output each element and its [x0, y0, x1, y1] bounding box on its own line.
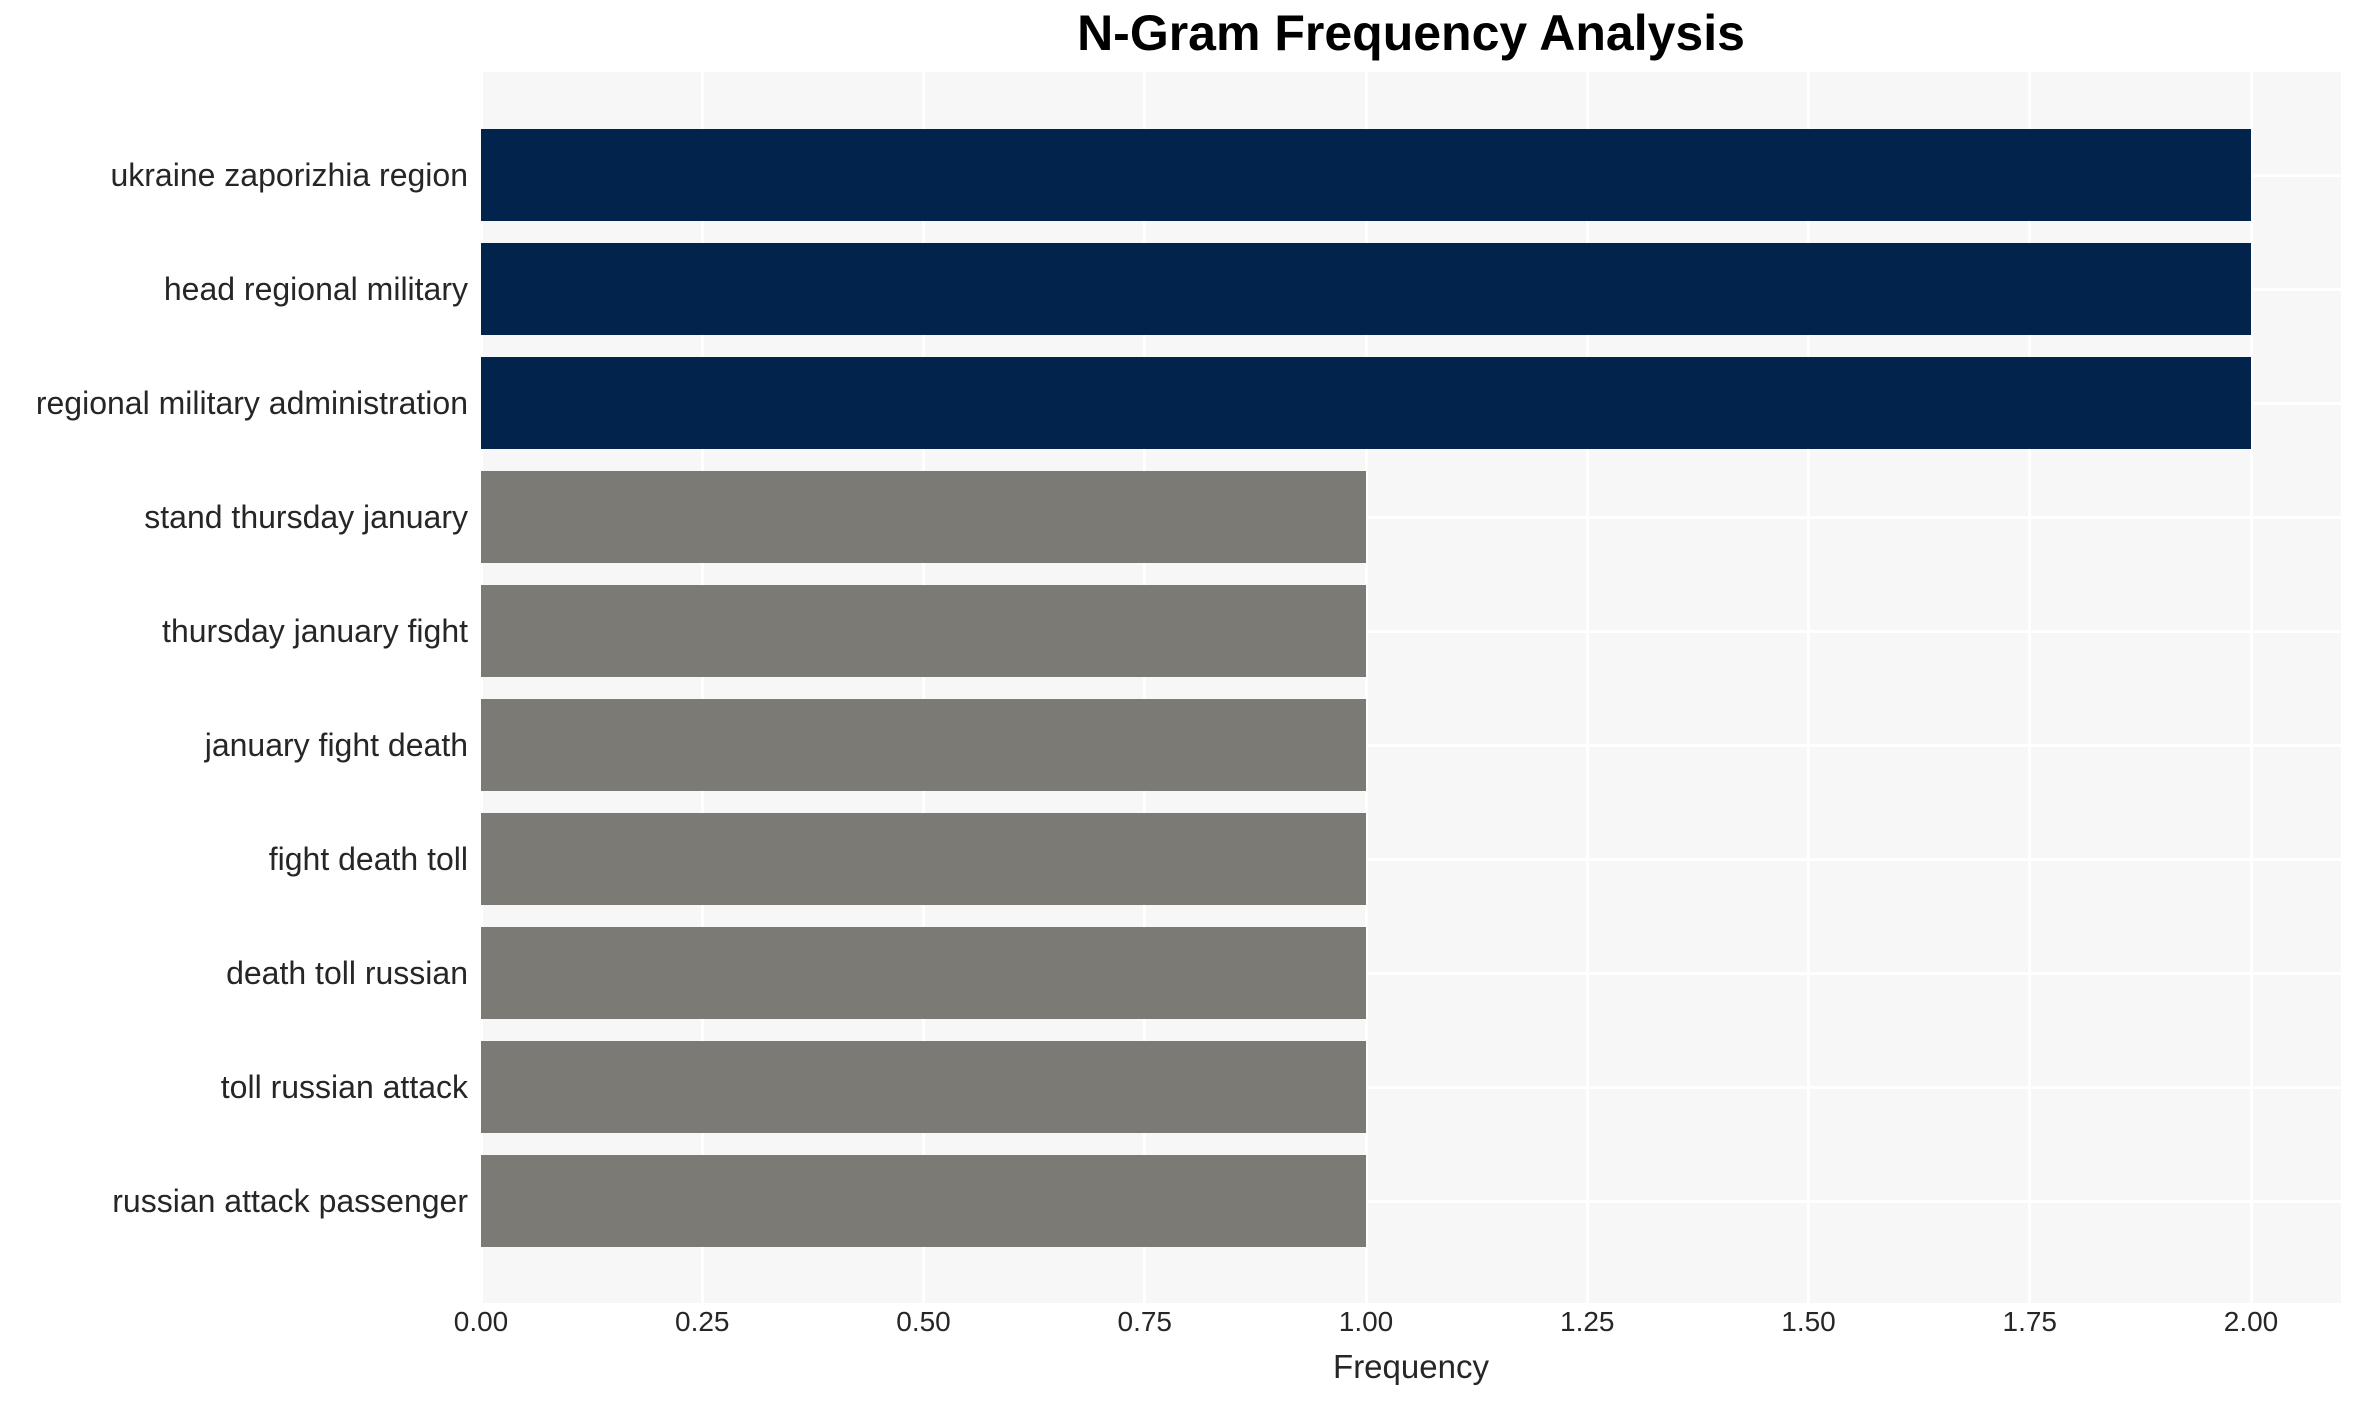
bar-january-fight-death — [481, 699, 1366, 792]
y-tick-label: thursday january fight — [162, 613, 468, 650]
x-tick-label-0.50: 0.50 — [896, 1306, 951, 1337]
x-tick-label-2.00: 2.00 — [2223, 1306, 2279, 1337]
bar-stand-thursday-january — [481, 471, 1366, 564]
horizontal-gridline — [481, 1199, 2341, 1203]
vertical-gridline-0.50 — [922, 72, 925, 1303]
horizontal-gridline — [481, 857, 2341, 861]
y-tick-label: toll russian attack — [220, 1069, 468, 1106]
bar-death-toll-russian — [481, 927, 1366, 1020]
y-tick-label: regional military administration — [35, 385, 468, 422]
vertical-gridline-1.50 — [1807, 72, 1810, 1303]
bar-toll-russian-attack — [481, 1041, 1366, 1134]
vertical-gridline-0.25 — [700, 72, 704, 1303]
vertical-gridline-1.00 — [1364, 72, 1368, 1303]
bar-head-regional-military — [481, 243, 2251, 336]
chart-title: N-Gram Frequency Analysis — [1077, 5, 1745, 61]
bar-regional-military-administration — [481, 357, 2251, 450]
x-tick-label-0.75: 0.75 — [1117, 1306, 1173, 1337]
bar-thursday-january-fight — [481, 585, 1366, 678]
y-tick-label: russian attack passenger — [112, 1183, 468, 1220]
horizontal-gridline — [481, 629, 2341, 633]
x-tick-label-0.00: 0.00 — [453, 1306, 509, 1337]
y-tick-label: january fight death — [204, 727, 468, 764]
vertical-gridline-0.00 — [481, 72, 483, 1303]
x-tick-label-1.50: 1.50 — [1781, 1306, 1836, 1337]
x-tick-label-1.75: 1.75 — [2002, 1306, 2058, 1337]
bar-fight-death-toll — [481, 813, 1366, 906]
y-tick-label: ukraine zaporizhia region — [110, 157, 468, 193]
x-tick-label-1.25: 1.25 — [1560, 1306, 1615, 1337]
horizontal-gridline — [481, 515, 2341, 519]
vertical-gridline-1.25 — [1585, 72, 1589, 1303]
bar-ukraine-zaporizhia-region — [481, 129, 2251, 221]
horizontal-gridline — [481, 743, 2341, 747]
bar-russian-attack-passenger — [481, 1155, 1366, 1248]
horizontal-gridline — [481, 971, 2341, 975]
y-tick-label: head regional military — [163, 271, 468, 308]
y-tick-label: stand thursday january — [144, 499, 468, 536]
x-axis-label: Frequency — [1333, 1348, 1489, 1385]
horizontal-gridline — [481, 1085, 2341, 1089]
vertical-gridline-0.75 — [1143, 72, 1147, 1303]
vertical-gridline-2.00 — [2249, 72, 2253, 1303]
x-tick-label-1.00: 1.00 — [1338, 1306, 1394, 1337]
x-tick-label-0.25: 0.25 — [675, 1306, 730, 1337]
y-tick-label: fight death toll — [268, 841, 468, 878]
vertical-gridline-1.75 — [2028, 72, 2032, 1303]
plot-area — [481, 72, 2341, 1303]
y-tick-label: death toll russian — [226, 955, 468, 992]
